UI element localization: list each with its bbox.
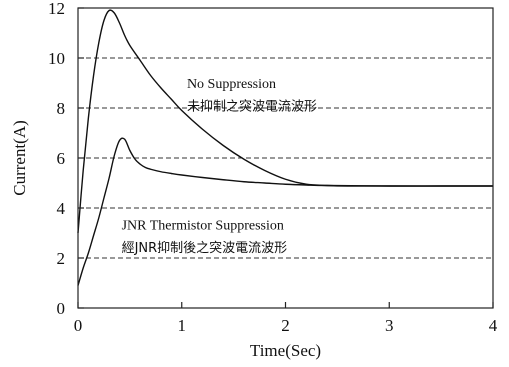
annotation-jnr-suppression-cjk: 經JNR抑制後之突波電流波形 xyxy=(122,240,288,256)
annotation-no-suppression: No Suppression xyxy=(187,77,276,92)
axis-ticks xyxy=(77,7,494,309)
x-tick-label: 1 xyxy=(178,316,187,335)
y-tick-label: 0 xyxy=(57,299,66,318)
y-axis-title: Current(A) xyxy=(10,120,29,196)
y-tick-label: 2 xyxy=(57,249,66,268)
y-tick-label: 8 xyxy=(57,99,66,118)
annotations: No Suppression 未抑制之突波電流波形 JNR Thermistor S… xyxy=(122,77,317,256)
x-axis-title: Time(Sec) xyxy=(250,341,321,360)
y-tick-label: 10 xyxy=(48,49,65,68)
curves xyxy=(77,9,493,286)
annotation-no-suppression-cjk: 未抑制之突波電流波形 xyxy=(187,99,317,115)
y-tick-label: 4 xyxy=(57,199,66,218)
x-tick-label: 3 xyxy=(385,316,394,335)
jnr-suppression-curve xyxy=(77,137,493,286)
no-suppression-curve xyxy=(77,9,493,234)
y-tick-label: 12 xyxy=(48,0,65,18)
y-tick-label: 6 xyxy=(57,149,66,168)
annotation-jnr-suppression: JNR Thermistor Suppression xyxy=(122,218,284,233)
x-tick-label: 0 xyxy=(74,316,83,335)
grid-lines xyxy=(78,57,493,259)
x-tick-label: 4 xyxy=(489,316,498,335)
x-tick-label: 2 xyxy=(281,316,290,335)
y-tick-labels: 0 2 4 6 8 10 12 xyxy=(48,0,66,318)
x-tick-labels: 0 1 2 3 4 xyxy=(74,316,498,335)
